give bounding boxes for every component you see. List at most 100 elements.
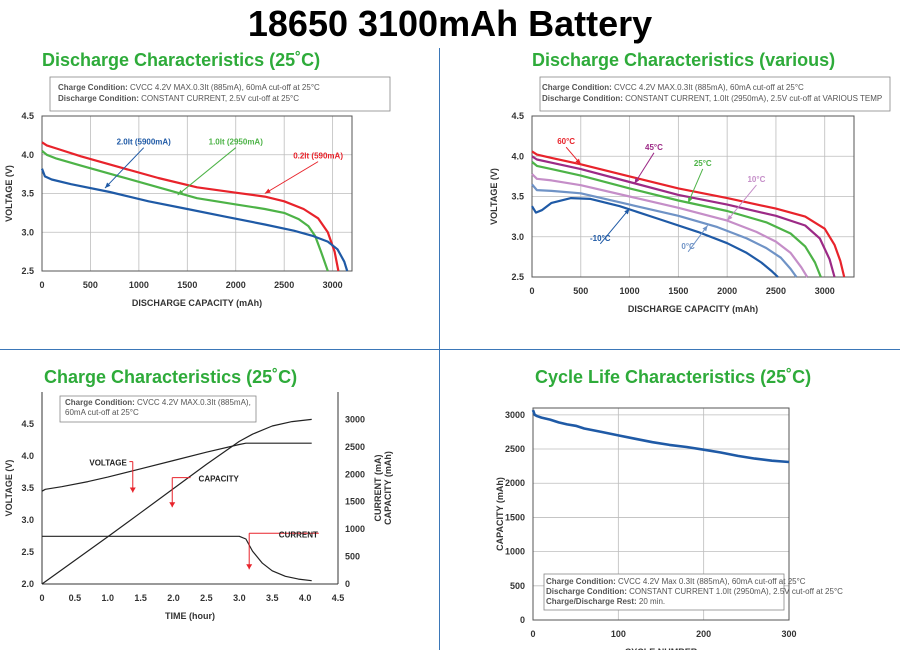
annotation-leader bbox=[634, 152, 655, 184]
series-voltage-line bbox=[41, 442, 312, 492]
y-axis-label: VOLTAGE (V) bbox=[489, 168, 499, 225]
annotation-leader bbox=[599, 208, 630, 245]
annotation-label: -10°C bbox=[590, 234, 611, 243]
y-tick-label: 1500 bbox=[505, 512, 525, 522]
series-0-2it-590ma-line bbox=[41, 141, 340, 272]
condition-text: CONSTANT CURRENT 1.0It (2950mA), 2.5V cu… bbox=[629, 587, 843, 596]
annotation-label: 45°C bbox=[645, 143, 663, 152]
y-tick-label: 4.0 bbox=[21, 451, 34, 461]
annotation-leader bbox=[726, 184, 757, 221]
x-tick-label: 2500 bbox=[766, 286, 786, 296]
condition-text: CVCC 4.2V MAX.0.3It (885mA), bbox=[137, 398, 251, 407]
plot-frame bbox=[531, 115, 855, 278]
conditions-box bbox=[59, 395, 257, 423]
annotation-arrowhead bbox=[177, 189, 184, 196]
condition-line: Charge Condition: CVCC 4.2V MAX.0.3It (8… bbox=[58, 83, 320, 92]
y-tick-label: 3.5 bbox=[511, 192, 524, 202]
x-tick-label: 0.5 bbox=[69, 593, 82, 603]
x-tick-label: 300 bbox=[781, 629, 796, 639]
x-tick-label: 3000 bbox=[323, 280, 343, 290]
annotation-arrowhead bbox=[169, 502, 176, 508]
annotation-arrowhead bbox=[727, 214, 733, 221]
series-45-c-line bbox=[531, 155, 836, 278]
charge-title: Charge Characteristics (25˚C) bbox=[44, 367, 298, 387]
x-tick-label: 2.5 bbox=[200, 593, 213, 603]
condition-line: Discharge Condition: CONSTANT CURRENT, 2… bbox=[58, 94, 299, 103]
series-line bbox=[531, 409, 790, 464]
condition-label: Charge/Discharge Rest: bbox=[546, 597, 639, 606]
x-tick-label: 0 bbox=[39, 280, 44, 290]
series-capacity-line bbox=[41, 418, 312, 585]
page-title: 18650 3100mAh Battery bbox=[247, 3, 653, 44]
y-tick-label: 2000 bbox=[505, 478, 525, 488]
series-25-c-line bbox=[531, 161, 822, 278]
x-tick-label: 4.0 bbox=[299, 593, 312, 603]
x-tick-label: 4.5 bbox=[332, 593, 345, 603]
x-tick-label: 2.0 bbox=[167, 593, 180, 603]
y-tick-label: 2.5 bbox=[21, 266, 34, 276]
x-axis-label: TIME (hour) bbox=[165, 611, 215, 621]
annotation-arrowhead bbox=[129, 487, 136, 493]
x-tick-label: 0 bbox=[529, 286, 534, 296]
annotation-label: 10°C bbox=[747, 175, 765, 184]
y-right-tick-label: 2000 bbox=[345, 469, 365, 479]
x-tick-label: 2000 bbox=[226, 280, 246, 290]
x-tick-label: 100 bbox=[611, 629, 626, 639]
annotation-leader bbox=[264, 161, 319, 194]
y-axis-label: CAPACITY (mAh) bbox=[495, 477, 505, 551]
conditions-box bbox=[539, 76, 891, 112]
y-tick-label: 1000 bbox=[505, 547, 525, 557]
annotation-label: 2.0It (5900mA) bbox=[117, 138, 172, 147]
condition-label: Discharge Condition: bbox=[58, 94, 141, 103]
y-axis-label: VOLTAGE (V) bbox=[4, 165, 14, 222]
condition-text: CVCC 4.2V MAX.0.3It (885mA), 60mA cut-of… bbox=[130, 83, 320, 92]
x-tick-label: 2000 bbox=[717, 286, 737, 296]
series-10-c-line bbox=[531, 196, 779, 278]
condition-line: Discharge Condition: CONSTANT CURRENT, 1… bbox=[542, 94, 882, 103]
y-right-tick-label: 3000 bbox=[345, 414, 365, 424]
annotation-label: 1.0It (2950mA) bbox=[209, 138, 264, 147]
y-tick-label: 500 bbox=[510, 581, 525, 591]
discharge-various-chart: 0 500 1000 1500 2000 2500 3000 2.5 3.0 3.5 4.0 4.5 D… bbox=[489, 76, 891, 314]
y-tick-label: 3.5 bbox=[21, 189, 34, 199]
x-tick-label: 1000 bbox=[620, 286, 640, 296]
annotation-label: 25°C bbox=[694, 159, 712, 168]
condition-label: Charge Condition: bbox=[58, 83, 130, 92]
y-tick-label: 2500 bbox=[505, 444, 525, 454]
x-tick-label: 1.0 bbox=[102, 593, 115, 603]
condition-line: Discharge Condition: CONSTANT CURRENT 1.… bbox=[546, 587, 843, 596]
condition-label: Charge Condition: bbox=[65, 398, 137, 407]
condition-line: Charge Condition: CVCC 4.2V Max 0.3It (8… bbox=[546, 577, 806, 586]
condition-text: CVCC 4.2V Max 0.3It (885mA), 60mA cut-of… bbox=[618, 577, 806, 586]
annotation-label: CURRENT bbox=[279, 530, 318, 539]
y-right-tick-label: 0 bbox=[345, 579, 350, 589]
condition-text: CVCC 4.2V MAX.0.3It (885mA), 60mA cut-of… bbox=[614, 83, 804, 92]
condition-text: 20 min. bbox=[639, 597, 665, 606]
annotation-label: 0°C bbox=[681, 242, 695, 251]
condition-line: Charge Condition: CVCC 4.2V MAX.0.3It (8… bbox=[65, 398, 251, 407]
annotation-label: 0.2It (590mA) bbox=[293, 152, 343, 161]
annotation-arrowhead bbox=[264, 188, 271, 194]
conditions-box bbox=[49, 76, 391, 112]
x-tick-label: 3.5 bbox=[266, 593, 279, 603]
annotation-arrowhead bbox=[688, 196, 693, 203]
y-tick-label: 4.5 bbox=[21, 419, 34, 429]
condition-label: Discharge Condition: bbox=[546, 587, 629, 596]
annotation-label: 60°C bbox=[557, 137, 575, 146]
y-tick-label: 4.5 bbox=[511, 111, 524, 121]
x-tick-label: 200 bbox=[696, 629, 711, 639]
x-tick-label: 1500 bbox=[668, 286, 688, 296]
plot-frame bbox=[41, 115, 353, 272]
x-tick-label: 0 bbox=[39, 593, 44, 603]
conditions-box bbox=[543, 573, 785, 611]
x-tick-label: 3.0 bbox=[233, 593, 246, 603]
y-tick-label: 3.0 bbox=[511, 232, 524, 242]
annotation-leader bbox=[687, 168, 704, 204]
y-right-axis-label: CURRENT (mA) bbox=[373, 455, 383, 522]
annotation-label: VOLTAGE bbox=[89, 459, 127, 468]
plot-frame bbox=[532, 407, 790, 621]
y-right-tick-label: 1500 bbox=[345, 497, 365, 507]
y-tick-label: 3.0 bbox=[21, 515, 34, 525]
discharge-25c-title: Discharge Characteristics (25˚C) bbox=[42, 50, 321, 70]
condition-line: Charge/Discharge Rest: 20 min. bbox=[546, 597, 665, 606]
